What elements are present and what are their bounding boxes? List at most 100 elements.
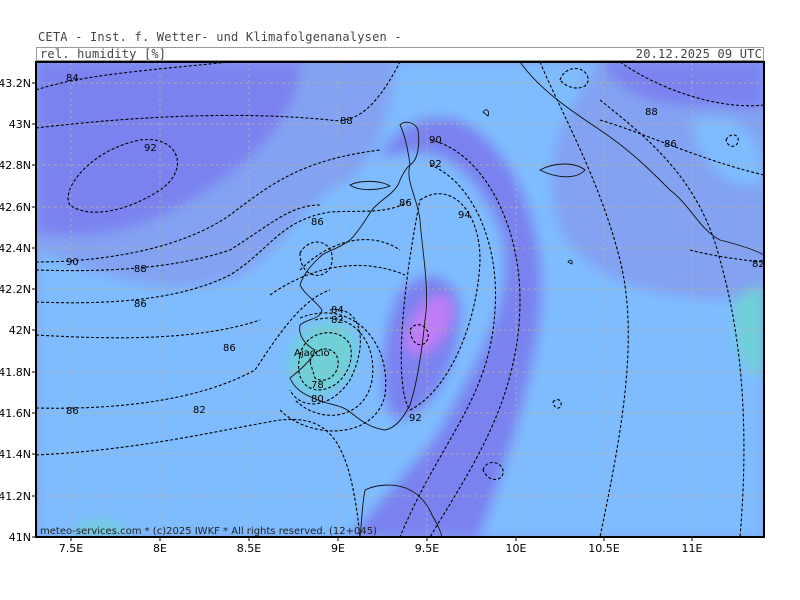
contour-line bbox=[482, 461, 504, 480]
coast-pianosa bbox=[482, 109, 489, 117]
field-low-east bbox=[690, 116, 764, 187]
contour-label: 92 bbox=[409, 413, 422, 424]
contour-label: 92 bbox=[429, 159, 442, 170]
lon-label: 10E bbox=[506, 542, 527, 555]
contour-line bbox=[67, 139, 178, 213]
lon-label: 7.5E bbox=[59, 542, 83, 555]
credit-text: meteo-services.com * (c)2025 IWKF * All … bbox=[40, 526, 377, 537]
contour-label: 86 bbox=[66, 406, 79, 417]
contour-line bbox=[36, 418, 361, 537]
contour-label: 88 bbox=[340, 116, 353, 127]
contour-label: 90 bbox=[66, 257, 79, 268]
lon-labels: 7.5E 8E 8.5E 9E 9.5E 10E 10.5E 11E bbox=[59, 542, 703, 555]
coastlines bbox=[289, 62, 764, 537]
contour-label: 84 bbox=[66, 73, 79, 84]
lat-label: 41.4N bbox=[0, 448, 31, 461]
contour-line bbox=[399, 164, 497, 537]
map-frame bbox=[35, 61, 765, 538]
lat-axis bbox=[32, 82, 36, 538]
place-label-ajaccio: Ajaccio bbox=[294, 348, 330, 359]
contour-line bbox=[36, 149, 381, 263]
contour-line bbox=[429, 139, 521, 537]
parameter-label: rel. humidity [%] bbox=[40, 47, 167, 61]
lat-label: 42.8N bbox=[0, 159, 31, 172]
lat-label: 41.2N bbox=[0, 490, 31, 503]
lat-label: 41.6N bbox=[0, 407, 31, 420]
contour-line bbox=[299, 241, 333, 276]
contour-line bbox=[298, 332, 352, 391]
lon-label: 8.5E bbox=[237, 542, 261, 555]
contour-line bbox=[36, 62, 401, 129]
coast-sardinia bbox=[359, 484, 443, 537]
contour-line bbox=[689, 249, 764, 263]
contour-label: 78 bbox=[311, 380, 324, 391]
field-low-north bbox=[400, 62, 520, 84]
field-lower-sw bbox=[70, 520, 130, 537]
valid-time: 20.12.2025 09 UTC bbox=[635, 47, 762, 61]
coast-capo-corso bbox=[399, 121, 420, 166]
contour-line bbox=[36, 289, 331, 409]
lat-label: 42.4N bbox=[0, 242, 31, 255]
humidity-field: 84 88 92 88 86 90 92 86 94 86 90 88 86 8… bbox=[36, 62, 765, 537]
grid bbox=[36, 62, 764, 537]
contour-label: 88 bbox=[134, 264, 147, 275]
lat-label: 43.2N bbox=[0, 77, 31, 90]
lat-label: 42.6N bbox=[0, 201, 31, 214]
parameter-bar bbox=[36, 47, 764, 61]
field-high-east-top bbox=[600, 62, 764, 110]
field-high-west bbox=[36, 62, 300, 235]
field-lower-east bbox=[734, 287, 764, 376]
contour-label: 86 bbox=[664, 139, 677, 150]
contour-line bbox=[552, 399, 562, 409]
contour-line bbox=[725, 134, 739, 147]
contour-line bbox=[559, 67, 589, 89]
contour-line bbox=[599, 119, 764, 176]
contour-label: 88 bbox=[645, 107, 658, 118]
contour-line bbox=[269, 264, 406, 296]
field-lower-ajaccio bbox=[288, 321, 358, 395]
coast-capraia bbox=[349, 180, 392, 191]
contour-label: 86 bbox=[223, 343, 236, 354]
chart-title: CETA - Inst. f. Wetter- und Klimafolgena… bbox=[38, 30, 402, 44]
contour-line bbox=[36, 319, 261, 339]
contour-line bbox=[294, 317, 374, 416]
lat-labels: 43.2N 43N 42.8N 42.6N 42.4N 42.2N 42N 41… bbox=[0, 77, 31, 544]
field-max-spot bbox=[404, 294, 452, 355]
contour-label: 86 bbox=[311, 217, 324, 228]
coast-elba bbox=[539, 163, 586, 178]
contour-labels: 84 88 92 88 86 90 92 86 94 86 90 88 86 8… bbox=[66, 73, 765, 424]
lat-label: 43N bbox=[9, 118, 31, 131]
field-high-band bbox=[350, 117, 542, 537]
lon-label: 10.5E bbox=[588, 542, 619, 555]
lon-label: 11E bbox=[682, 542, 703, 555]
contour-label: 90 bbox=[429, 135, 442, 146]
contour-label: 82 bbox=[331, 315, 344, 326]
contour-line bbox=[619, 62, 764, 107]
contour-label: 84 bbox=[331, 305, 344, 316]
contour-label: 86 bbox=[399, 198, 412, 209]
lat-label: 41.8N bbox=[0, 366, 31, 379]
contour-label: 80 bbox=[311, 394, 324, 405]
contour-line bbox=[539, 62, 629, 537]
contour-lines bbox=[36, 62, 764, 537]
lat-label: 42N bbox=[9, 324, 31, 337]
lon-label: 9.5E bbox=[415, 542, 439, 555]
contour-label: 82 bbox=[193, 405, 206, 416]
lon-axis bbox=[70, 537, 693, 541]
contour-line bbox=[36, 62, 231, 91]
lon-label: 8E bbox=[153, 542, 167, 555]
lat-label: 41N bbox=[9, 531, 31, 544]
contour-line bbox=[289, 309, 361, 405]
contour-line bbox=[36, 204, 321, 272]
contour-line bbox=[279, 312, 387, 432]
contour-label: 82 bbox=[752, 259, 765, 270]
contour-line bbox=[599, 99, 745, 537]
lat-label: 42.2N bbox=[0, 283, 31, 296]
contour-label: 94 bbox=[458, 210, 471, 221]
contour-label: 92 bbox=[144, 143, 157, 154]
contour-line bbox=[36, 199, 411, 304]
contour-line bbox=[400, 193, 481, 411]
lon-label: 9E bbox=[331, 542, 345, 555]
coast-giglio bbox=[567, 259, 573, 265]
